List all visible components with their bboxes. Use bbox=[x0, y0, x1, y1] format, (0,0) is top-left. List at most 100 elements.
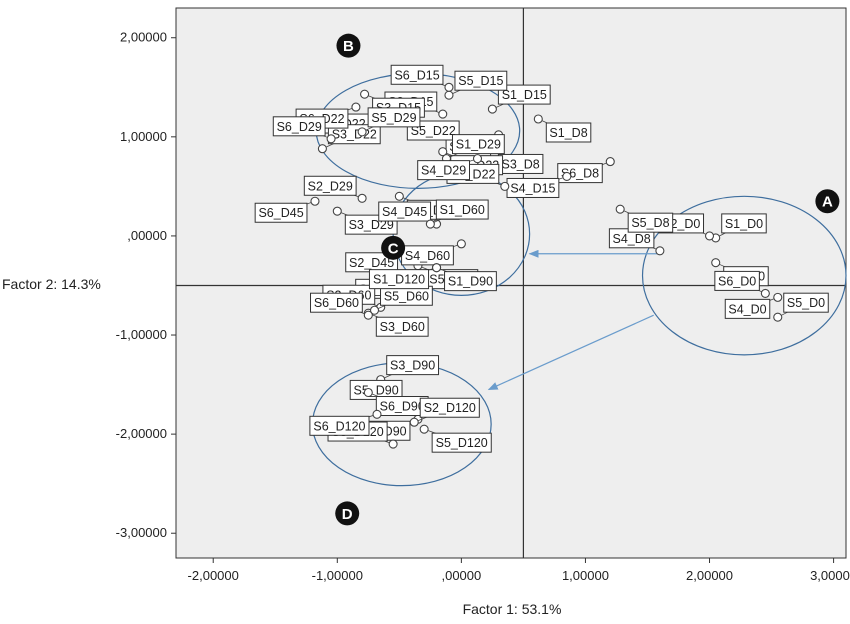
point-label: S2_D45 bbox=[349, 256, 394, 270]
marker-letter: A bbox=[822, 194, 833, 211]
point-marker bbox=[363, 387, 373, 398]
point-label-box bbox=[254, 202, 308, 223]
point-marker bbox=[773, 312, 783, 322]
data-point-s6_d0: S6_D0 bbox=[714, 270, 770, 298]
point-marker bbox=[369, 305, 380, 315]
y-tick-label: 2,00000 bbox=[120, 30, 167, 45]
point-label: S6_D15 bbox=[394, 68, 439, 82]
data-point-s1_d8: S1_D8 bbox=[533, 114, 592, 143]
point-label-box bbox=[310, 292, 363, 313]
point-label: S3_D60 bbox=[380, 320, 425, 334]
cluster-marker-a: A bbox=[815, 189, 840, 214]
point-label-box bbox=[444, 271, 497, 292]
data-point-s5_d8: S5_D8 bbox=[615, 204, 674, 233]
point-marker bbox=[372, 409, 382, 419]
point-marker bbox=[432, 263, 442, 273]
point-label: S5_D0 bbox=[787, 296, 825, 310]
point-marker bbox=[388, 439, 398, 449]
point-label: S1_D60 bbox=[440, 203, 485, 217]
point-marker bbox=[773, 292, 783, 302]
point-label-box bbox=[627, 212, 674, 233]
data-point-s4_d8: S4_D8 bbox=[608, 228, 665, 256]
point-label-box bbox=[386, 355, 440, 376]
point-label: S1_D29 bbox=[456, 138, 501, 152]
point-marker bbox=[357, 193, 367, 203]
data-point-s1_d29: S1_D29 bbox=[441, 134, 505, 164]
point-marker bbox=[704, 231, 715, 241]
x-tick-label: -2,00000 bbox=[188, 568, 239, 583]
cluster-ellipse-a bbox=[641, 195, 847, 356]
x-tick-label: 1,00000 bbox=[562, 568, 609, 583]
data-point-s5_d120: S5_D120 bbox=[419, 424, 492, 453]
cluster-marker-c: C bbox=[381, 235, 406, 260]
data-point-s4_d0: S4_D0 bbox=[724, 292, 783, 319]
point-label: S4_D8 bbox=[613, 232, 651, 246]
point-label: S3_D22 bbox=[332, 128, 377, 142]
point-marker bbox=[419, 424, 429, 434]
data-point-s4_d29: S4_D29 bbox=[417, 154, 483, 181]
point-marker bbox=[472, 154, 483, 164]
point-label: S6_D45 bbox=[258, 206, 303, 220]
point-marker bbox=[310, 196, 320, 206]
point-label-box bbox=[417, 160, 471, 181]
point-marker bbox=[533, 114, 543, 124]
marker-circle bbox=[815, 189, 840, 214]
point-label: S6_D90 bbox=[380, 400, 425, 414]
point-label: S6_D0 bbox=[718, 274, 756, 288]
point-label: S1_D90 bbox=[448, 275, 493, 289]
point-marker bbox=[360, 89, 370, 99]
point-label: S5_D29 bbox=[371, 111, 416, 125]
point-label: S4_D29 bbox=[421, 164, 466, 178]
data-point-s1_d15: S1_D15 bbox=[487, 84, 551, 114]
data-point-s5_d0: S5_D0 bbox=[773, 292, 829, 322]
x-axis-title: Factor 1: 53.1% bbox=[463, 601, 562, 617]
point-marker bbox=[438, 147, 448, 157]
point-label-box bbox=[721, 213, 767, 234]
data-point-s6_d120: S6_D120 bbox=[309, 409, 382, 436]
data-point-s4_d15: S4_D15 bbox=[506, 171, 572, 198]
y-tick-label: -1,00000 bbox=[116, 327, 167, 342]
point-label-box bbox=[783, 292, 829, 313]
point-label-box bbox=[419, 397, 480, 418]
point-marker bbox=[500, 181, 510, 191]
point-label: S1_D15 bbox=[502, 88, 547, 102]
marker-circle bbox=[335, 501, 360, 526]
trajectory-arrow-2 bbox=[487, 314, 654, 391]
point-marker bbox=[438, 109, 448, 119]
point-label: S5_D120 bbox=[436, 436, 488, 450]
data-point-s6_d60: S6_D60 bbox=[310, 292, 373, 320]
point-label-box bbox=[454, 70, 508, 91]
point-marker bbox=[760, 288, 770, 298]
y-tick-label: -3,00000 bbox=[116, 525, 167, 540]
point-label: S6_D29 bbox=[277, 120, 322, 134]
point-marker bbox=[444, 82, 454, 92]
point-label: S2_D29 bbox=[308, 179, 353, 193]
axes: -2,00000 -1,00000 ,00000 1,00000 2,00000 3,00… bbox=[116, 8, 850, 583]
point-marker bbox=[605, 157, 615, 167]
x-tick-label: -1,00000 bbox=[312, 568, 363, 583]
point-label-box bbox=[545, 122, 592, 143]
point-label-box bbox=[367, 107, 421, 128]
point-label-box bbox=[309, 415, 370, 436]
point-label: S1_D120 bbox=[373, 273, 425, 287]
data-point-s6_d90: S6_D90 bbox=[363, 387, 429, 417]
data-point-s6_d15: S6_D15 bbox=[390, 64, 454, 92]
point-marker bbox=[711, 258, 721, 268]
point-marker bbox=[425, 219, 435, 229]
data-point-s3_d90: S3_D90 bbox=[376, 355, 440, 385]
point-label: S5_D22 bbox=[411, 124, 456, 138]
point-label-box bbox=[375, 316, 429, 337]
x-tick-label: ,00000 bbox=[441, 568, 481, 583]
point-label: S3_D90 bbox=[390, 359, 435, 373]
x-tick-label: 2,00000 bbox=[686, 568, 733, 583]
point-label-box bbox=[451, 134, 505, 155]
data-point-s5_d29: S5_D29 bbox=[357, 107, 421, 137]
point-label-box bbox=[390, 64, 444, 85]
point-marker bbox=[351, 102, 361, 112]
point-label: S4_D15 bbox=[510, 181, 555, 195]
point-label: S5_D60 bbox=[384, 289, 429, 303]
point-label-box bbox=[435, 199, 489, 220]
y-tick-label: ,00000 bbox=[127, 228, 167, 243]
point-label-box bbox=[431, 432, 492, 453]
point-label: S1_D0 bbox=[725, 217, 763, 231]
